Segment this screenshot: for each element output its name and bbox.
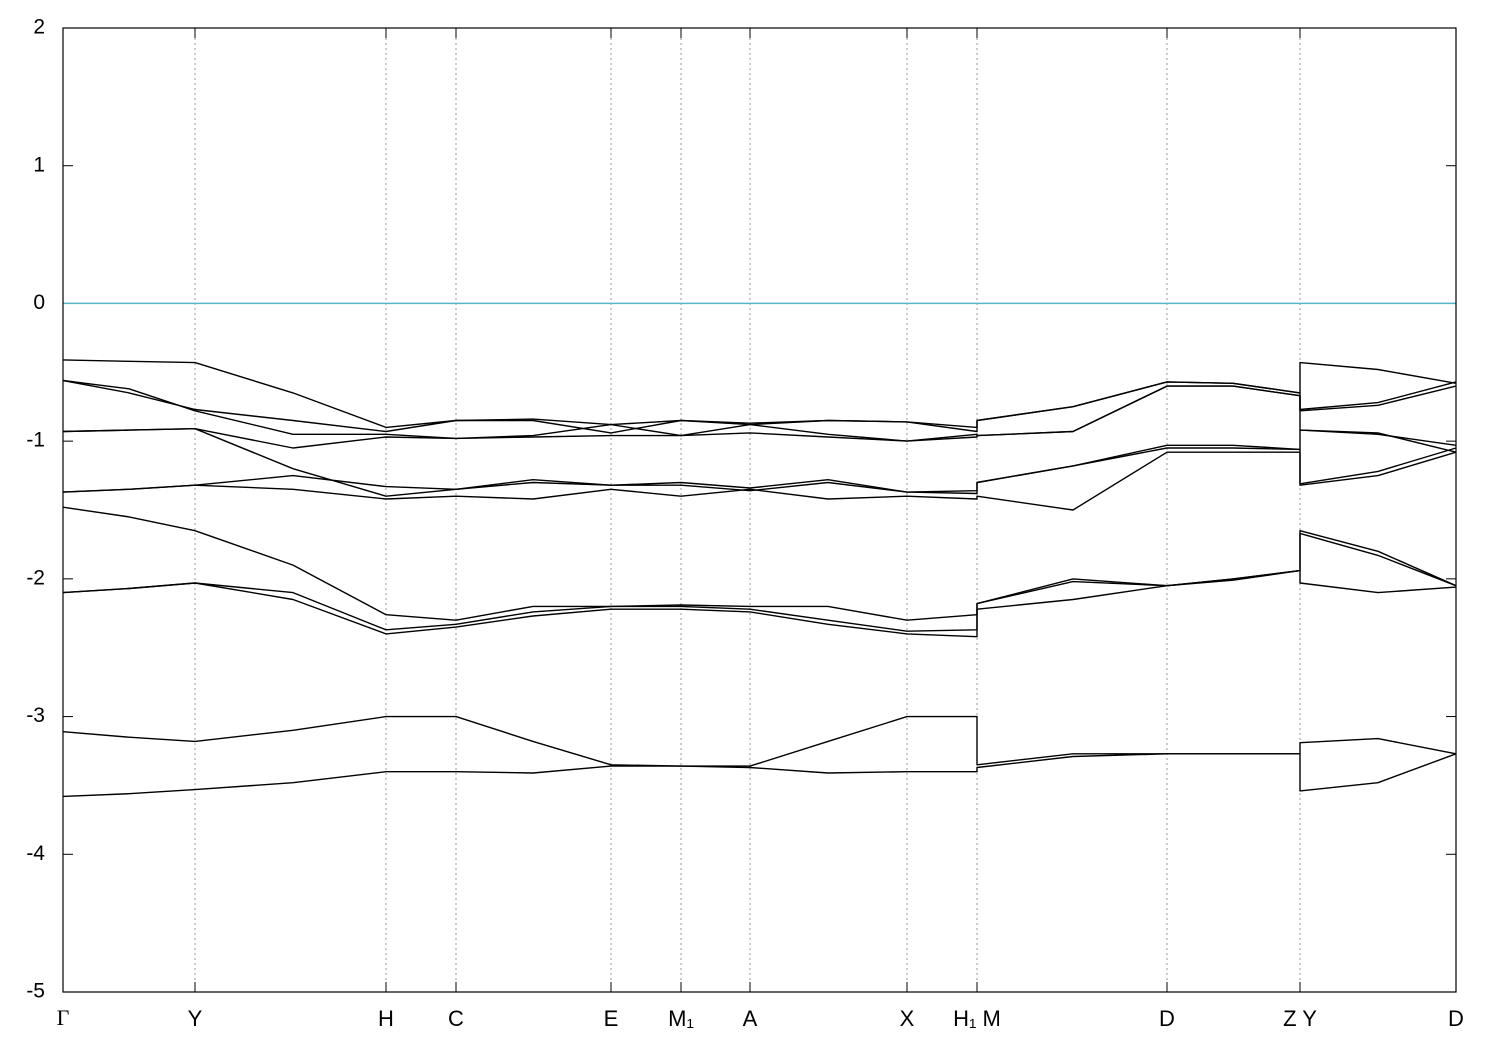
y-tick-label: 0	[33, 291, 45, 314]
band-line	[62, 447, 1457, 493]
band-line	[62, 379, 1457, 442]
x-tick-label: Y	[188, 1006, 203, 1031]
x-tick-label: E	[604, 1006, 619, 1031]
plot-frame	[62, 27, 1457, 993]
x-tick-label: M₁	[668, 1006, 694, 1031]
band-line	[62, 359, 1457, 429]
x-tick-label: A	[743, 1006, 758, 1031]
x-tick-label: Z Y	[1283, 1006, 1317, 1031]
y-tick-label: -4	[26, 842, 45, 865]
band-line	[62, 428, 1457, 497]
y-tick-label: 2	[33, 16, 45, 39]
y-tick-label: 1	[33, 153, 45, 176]
y-tick-label: -3	[26, 704, 45, 727]
x-tick-label: H	[378, 1006, 394, 1031]
band-line	[62, 715, 1457, 767]
x-tick-label: Γ	[57, 1005, 70, 1030]
x-tick-label: C	[448, 1006, 464, 1031]
y-tick-label: -1	[26, 429, 45, 452]
y-tick-label: -5	[26, 980, 45, 1003]
band-line	[62, 506, 1457, 621]
x-tick-label: D	[1448, 1006, 1464, 1031]
band-line	[62, 451, 1457, 511]
x-tick-label: H₁ M	[953, 1006, 1001, 1031]
x-tick-label: X	[900, 1006, 915, 1031]
x-tick-label: D	[1159, 1006, 1175, 1031]
y-tick-label: -2	[26, 566, 45, 589]
